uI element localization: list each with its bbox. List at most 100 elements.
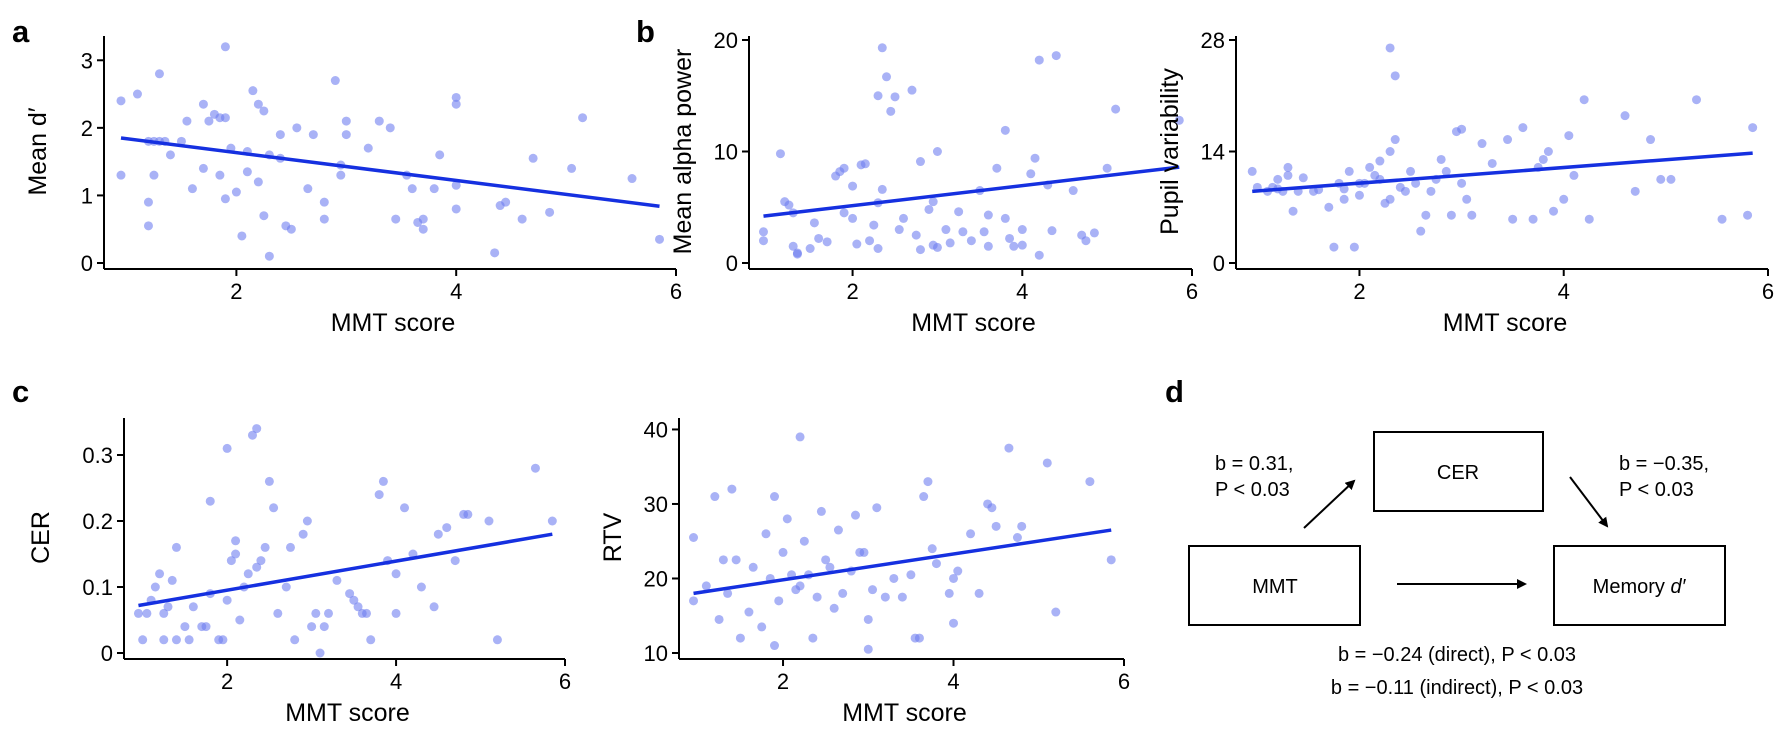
data-point	[949, 618, 959, 628]
x-tick-label: 2	[1353, 279, 1365, 304]
data-point	[433, 529, 443, 539]
data-point	[784, 200, 794, 210]
data-point	[983, 241, 993, 251]
data-point	[349, 595, 359, 605]
data-point	[269, 503, 279, 513]
data-point	[463, 509, 473, 519]
path-a-coefficient: b = 0.31,	[1215, 453, 1293, 475]
data-point	[1034, 55, 1044, 65]
data-point	[243, 569, 253, 579]
data-point	[159, 635, 169, 645]
data-point	[992, 163, 1002, 173]
data-point	[188, 602, 198, 612]
data-point	[220, 113, 230, 123]
data-point	[838, 588, 848, 598]
y-tick-label: 14	[1201, 140, 1225, 165]
data-point	[180, 622, 190, 632]
data-point	[898, 213, 908, 223]
mmt-box	[1188, 545, 1361, 626]
data-point	[877, 184, 887, 194]
y-tick-label: 0	[1213, 251, 1225, 276]
data-point	[1421, 210, 1431, 220]
data-point	[171, 635, 181, 645]
data-point	[829, 603, 839, 613]
data-point	[701, 581, 711, 591]
data-point	[839, 163, 849, 173]
data-point	[319, 622, 329, 632]
data-point	[302, 516, 312, 526]
x-axis-label: MMT score	[911, 309, 1036, 337]
data-point	[906, 570, 916, 580]
data-point	[235, 615, 245, 625]
data-point	[1579, 95, 1589, 105]
data-point	[1089, 228, 1099, 238]
regression-line	[138, 532, 553, 608]
data-point	[1564, 131, 1574, 141]
data-point	[924, 204, 934, 214]
data-point	[731, 555, 741, 565]
data-point	[264, 476, 274, 486]
data-point	[1009, 241, 1019, 251]
data-point	[983, 210, 993, 220]
data-point	[1538, 154, 1548, 164]
data-point	[1102, 163, 1112, 173]
data-point	[987, 503, 997, 513]
data-point	[1584, 214, 1594, 224]
data-point	[341, 116, 351, 126]
chart-a-mean-d-prime: 0 1 2 3 2 4 6 MMT score Mean d′	[24, 36, 682, 337]
data-point	[218, 635, 228, 645]
data-point	[1385, 43, 1395, 53]
data-point	[782, 514, 792, 524]
data-point	[954, 207, 964, 217]
data-point	[353, 602, 363, 612]
data-point	[1528, 214, 1538, 224]
data-point	[1569, 170, 1579, 180]
data-point	[877, 43, 887, 53]
data-point	[1344, 166, 1354, 176]
data-point	[808, 633, 818, 643]
panel-letter-d: d	[1165, 374, 1184, 409]
data-point	[307, 622, 317, 632]
data-point	[1406, 166, 1416, 176]
y-tick-label: 0	[726, 251, 738, 276]
path-b-coefficient: b = −0.35,	[1619, 453, 1709, 475]
data-point	[907, 85, 917, 95]
data-point	[501, 197, 511, 207]
data-point	[889, 573, 899, 583]
y-tick-label: 2	[81, 116, 93, 141]
data-point	[761, 529, 771, 539]
data-point	[915, 157, 925, 167]
data-point	[1288, 206, 1298, 216]
data-point	[689, 533, 699, 542]
data-point	[799, 536, 809, 546]
data-point	[332, 575, 342, 585]
data-point	[222, 595, 232, 605]
y-tick-label: 28	[1201, 28, 1225, 53]
path-b-pvalue: P < 0.03	[1619, 479, 1694, 501]
mmt-box-label: MMT	[1252, 576, 1298, 598]
data-point	[547, 516, 557, 526]
x-tick-label: 6	[670, 279, 682, 304]
y-tick-label: 1	[81, 183, 93, 208]
data-point	[923, 477, 933, 487]
data-point	[1666, 174, 1676, 184]
regression-line	[763, 165, 1180, 218]
data-point	[882, 72, 892, 82]
data-point	[374, 116, 384, 126]
regression-line	[1252, 151, 1753, 194]
memory-label-dprime: d′	[1670, 576, 1686, 598]
data-point	[451, 92, 461, 102]
data-point	[897, 592, 907, 602]
data-point	[1503, 135, 1513, 145]
data-point	[1656, 174, 1666, 184]
data-point	[220, 194, 230, 204]
data-point	[378, 476, 388, 486]
regression-line	[693, 528, 1112, 596]
data-point	[252, 562, 262, 572]
data-point	[290, 635, 300, 645]
data-point	[132, 89, 142, 99]
data-point	[1457, 178, 1467, 188]
data-point	[1385, 194, 1395, 204]
data-point	[890, 92, 900, 102]
data-point	[1339, 184, 1349, 194]
